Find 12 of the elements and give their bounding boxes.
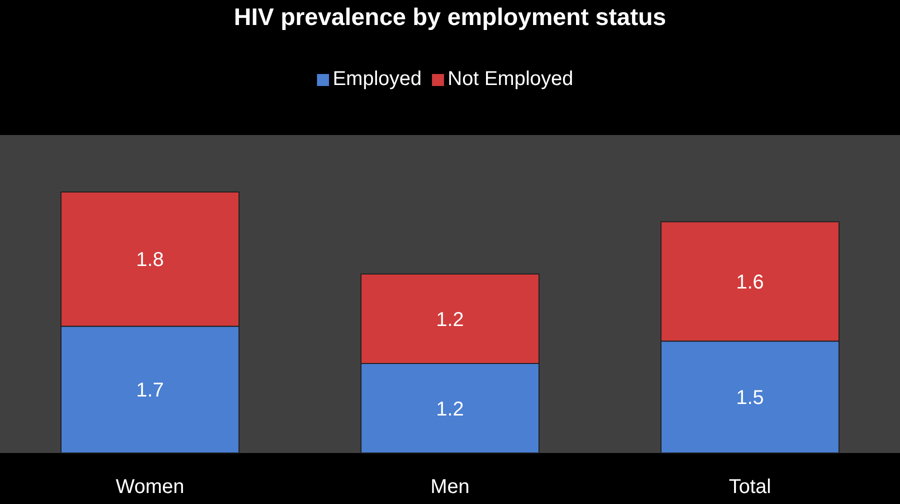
data-label: 1.7 (136, 380, 164, 402)
data-label: 1.6 (736, 272, 764, 294)
legend-label: Employed (332, 68, 422, 90)
x-tick-label: Men (430, 476, 470, 498)
legend-label: Not Employed (448, 68, 574, 90)
data-label: 1.5 (736, 387, 764, 410)
chart-title: HIV prevalence by employment status (232, 4, 668, 32)
data-label: 1.2 (436, 398, 464, 420)
x-tick-label: Total (728, 476, 772, 498)
x-tick-label: Women (116, 476, 184, 498)
data-label: 1.2 (436, 308, 464, 331)
data-label: 1.8 (136, 249, 164, 272)
